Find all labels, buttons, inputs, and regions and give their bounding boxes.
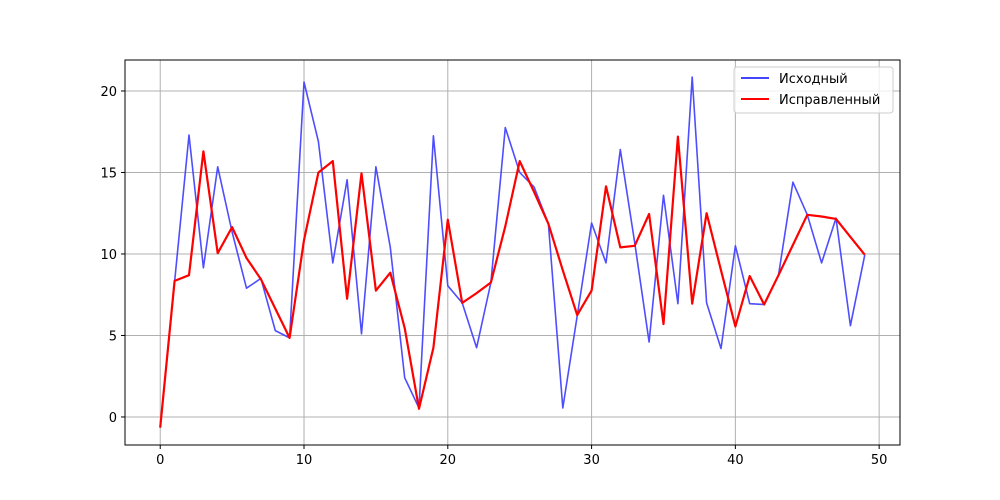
x-tick-label: 10: [296, 453, 313, 468]
legend-label-corrected: Исправленный: [779, 93, 880, 108]
y-tick-label: 0: [109, 411, 117, 426]
y-tick-label: 20: [100, 85, 117, 100]
legend: Исходный Исправленный: [733, 66, 894, 114]
legend-box: [733, 66, 894, 114]
legend-label-original: Исходный: [779, 72, 848, 87]
x-tick-label: 40: [727, 453, 744, 468]
x-tick-label: 0: [156, 453, 164, 468]
series-line-original: [159, 76, 866, 428]
series-lines: [159, 76, 866, 428]
x-tick-label: 20: [440, 453, 457, 468]
ticks: 0 10 20 30 40 50 0 5 10 15 20: [100, 85, 887, 468]
grid: [125, 60, 900, 445]
y-tick-label: 5: [109, 329, 117, 344]
y-tick-label: 15: [100, 166, 117, 181]
x-tick-label: 30: [583, 453, 600, 468]
axes-frame: [124, 59, 901, 446]
series-line-corrected: [159, 135, 866, 428]
y-tick-label: 10: [100, 248, 117, 263]
x-tick-label: 50: [871, 453, 888, 468]
